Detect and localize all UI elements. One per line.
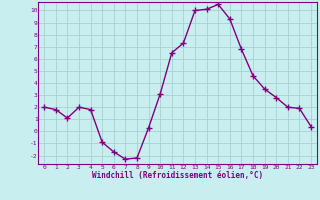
X-axis label: Windchill (Refroidissement éolien,°C): Windchill (Refroidissement éolien,°C) xyxy=(92,171,263,180)
